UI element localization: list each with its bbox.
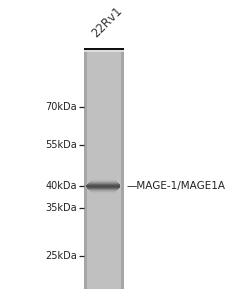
Bar xyxy=(84,50,124,289)
Bar xyxy=(121,50,124,289)
Text: 22Rv1: 22Rv1 xyxy=(89,4,125,40)
Text: —MAGE-1/MAGE1A: —MAGE-1/MAGE1A xyxy=(127,182,226,191)
Text: 40kDa: 40kDa xyxy=(45,182,77,191)
Bar xyxy=(84,48,124,52)
Bar xyxy=(84,50,87,289)
Text: 35kDa: 35kDa xyxy=(45,203,77,213)
Text: 70kDa: 70kDa xyxy=(45,102,77,112)
Text: 55kDa: 55kDa xyxy=(45,140,77,150)
Bar xyxy=(84,50,124,52)
Text: 25kDa: 25kDa xyxy=(45,251,77,261)
